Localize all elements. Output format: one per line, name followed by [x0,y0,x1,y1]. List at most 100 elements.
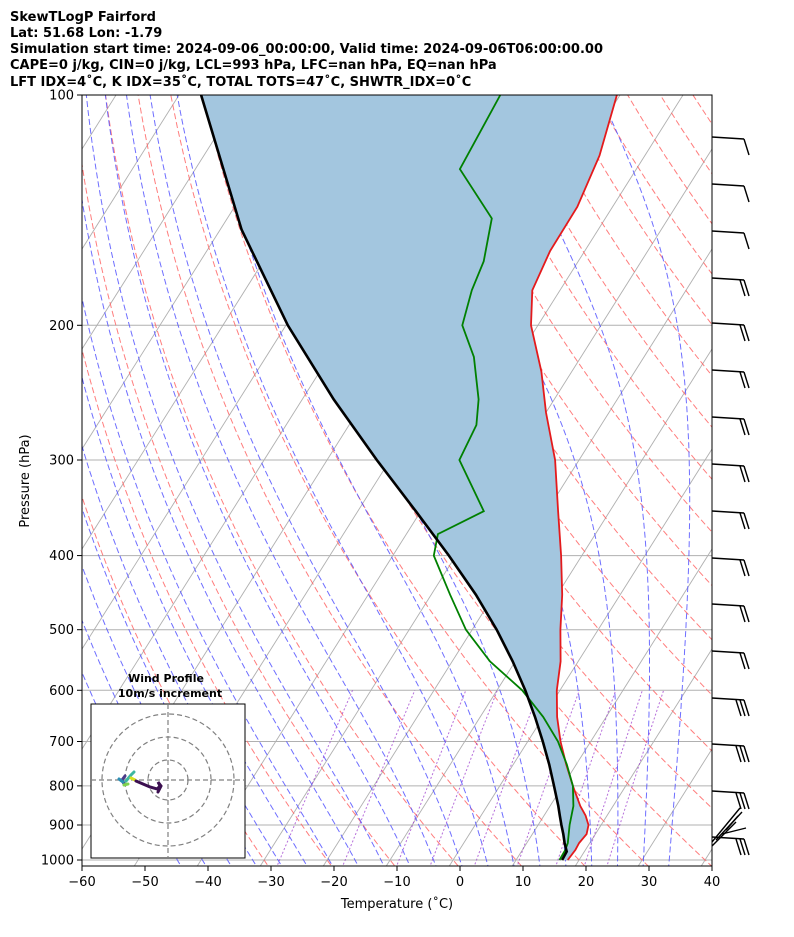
isotherm-line [511,548,712,866]
wind-barb [711,463,750,483]
y-tick-label: 600 [49,684,74,699]
wind-barb-staff [711,136,745,140]
mixing-ratio-line [429,690,498,866]
mixing-ratio-line [606,690,665,866]
hodo-seg-2 [117,777,125,784]
moist-adiabat-line [599,95,691,866]
wind-barb-flag [743,699,750,717]
inset-hodograph [117,770,163,794]
wind-barb [711,557,750,577]
moist-adiabat-line [104,95,411,866]
moist-adiabat-line [494,95,650,866]
wind-barb-flag [743,792,750,810]
x-tick-label: −10 [383,875,410,890]
wind-barb-staff [711,510,745,514]
x-axis-label: Temperature (˚C) [340,896,453,912]
dry-adiabat-line [398,95,712,587]
x-tick-label: −20 [320,875,347,890]
dry-adiabat-line [170,95,586,866]
moist-adiabat-line [410,95,619,866]
wind-barb-flag [739,418,746,436]
mixing-ratio-line [583,690,643,866]
dry-adiabat-line [659,95,712,175]
wind-barb [711,836,750,856]
x-tick-label: 10 [515,875,532,890]
y-tick-label: 100 [49,89,74,104]
wind-barb-low [711,807,747,847]
y-tick-label: 200 [49,319,74,334]
y-tick-label: 300 [49,453,74,468]
wind-barb-staff [711,416,745,420]
dewpoint-line [432,95,575,861]
wind-barb-flag [735,745,742,763]
wind-barb-flag [735,792,742,810]
wind-barb [711,510,750,530]
x-tick-label: 30 [641,875,658,890]
moist-adiabat-line [149,95,463,866]
moist-adiabat-line [82,375,308,866]
isotherm-line [700,848,712,866]
moist-adiabat-line [126,95,437,866]
wind-barb-staff [711,557,745,561]
inset-subtitle: 10m/s increment [118,687,222,700]
y-tick-label: 800 [49,779,74,794]
wind-barb [711,790,750,810]
wind-barb [711,603,750,623]
wind-barb [711,277,750,297]
wind-barb [711,136,750,156]
y-tick-label: 1000 [41,854,74,869]
isotherm-line [82,95,180,250]
parcel-line [199,95,569,861]
mixing-ratio-line [396,690,467,866]
temperature-line [530,95,618,861]
wind-barb-staff [711,322,745,326]
dry-adiabat-line [202,95,649,866]
dry-adiabat-line [268,95,712,809]
wind-barb [711,697,750,717]
cin-shading-area [201,95,617,860]
y-tick-label: 500 [49,623,74,638]
wind-barb-staff [711,697,745,701]
wind-barb-flag [721,827,747,835]
wind-barb-flag [739,792,746,810]
wind-barb-flag [743,465,750,483]
moist-adiabat-line [82,671,182,866]
dry-adiabat-line [692,95,712,125]
wind-barb-staff [711,603,745,607]
wind-barb [711,743,750,763]
moist-adiabat-line [82,444,283,866]
dry-adiabat-line [496,95,712,428]
y-axis-label: Pressure (hPa) [18,434,33,527]
dry-adiabat-line [105,95,459,866]
moist-adiabat-line [208,95,515,866]
wind-barb-flag [739,279,746,297]
inset-title: Wind Profile [128,672,204,685]
wind-barb-flag [743,371,750,389]
wind-barb-flag [735,699,742,717]
wind-barb-staff [711,369,745,373]
wind-barb-flag [743,324,750,342]
moist-adiabat-line [343,95,593,866]
x-tick-label: −40 [194,875,221,890]
moist-adiabat-line [85,95,385,866]
isotherm-line [574,648,712,866]
wind-barb-staff [711,743,745,747]
wind-barb-flag [739,512,746,530]
wind-barb [711,416,750,436]
wind-barb [711,650,750,670]
x-tick-label: −50 [131,875,158,890]
wind-barb [711,230,750,250]
dry-adiabat-line [561,95,712,326]
wind-barb [711,322,750,342]
wind-barb-flag [739,371,746,389]
x-tick-label: −60 [68,875,95,890]
wind-barb-flag [743,605,750,623]
wind-barb-staff [711,277,745,281]
dry-adiabat-line [82,347,333,866]
header-cape-line: CAPE=0 j/kg, CIN=0 j/kg, LCL=993 hPa, LF… [10,58,497,73]
dry-adiabat-line [726,95,794,879]
wind-barb-staff [711,463,745,467]
wind-barb-flag [739,559,746,577]
wind-barb-flag [743,838,750,856]
